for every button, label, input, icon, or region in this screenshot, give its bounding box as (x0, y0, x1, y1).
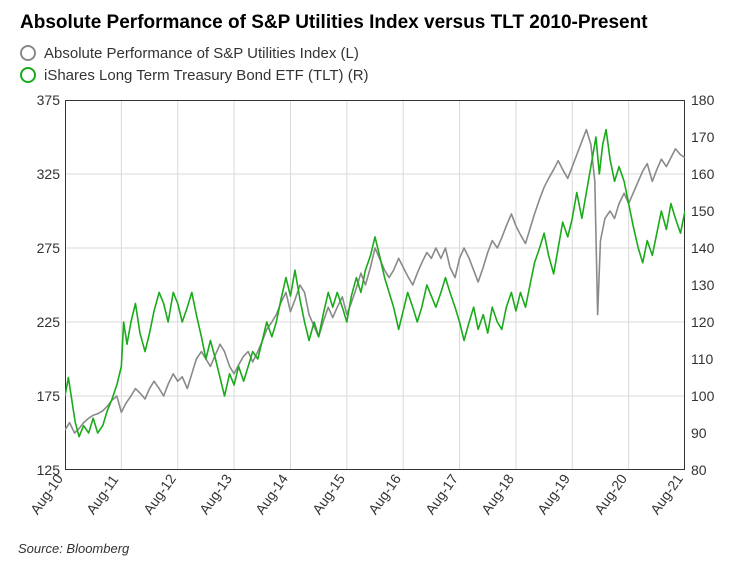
y-right-tick-label: 150 (691, 203, 731, 219)
x-tick-label: Aug-16 (365, 471, 404, 517)
chart-plot-area (65, 100, 685, 470)
y-right-tick-label: 110 (691, 351, 731, 367)
y-left-tick-label: 375 (20, 92, 60, 108)
y-right-tick-label: 90 (691, 425, 731, 441)
x-tick-label: Aug-15 (309, 471, 348, 517)
x-tick-label: Aug-13 (196, 471, 235, 517)
legend-item-sp-utilities: Absolute Performance of S&P Utilities In… (20, 42, 369, 64)
x-tick-label: Aug-14 (252, 471, 291, 517)
chart-title: Absolute Performance of S&P Utilities In… (20, 12, 648, 34)
y-left-tick-label: 325 (20, 166, 60, 182)
y-right-tick-label: 130 (691, 277, 731, 293)
legend-swatch-sp (20, 45, 36, 61)
x-tick-label: Aug-11 (83, 472, 121, 517)
legend-item-tlt: iShares Long Term Treasury Bond ETF (TLT… (20, 64, 369, 86)
legend-label-sp: Absolute Performance of S&P Utilities In… (44, 45, 359, 62)
y-left-tick-label: 225 (20, 314, 60, 330)
legend-label-tlt: iShares Long Term Treasury Bond ETF (TLT… (44, 67, 369, 84)
x-tick-label: Aug-18 (478, 471, 517, 517)
x-tick-label: Aug-20 (591, 471, 630, 517)
y-right-tick-label: 100 (691, 388, 731, 404)
x-tick-label: Aug-17 (422, 471, 461, 517)
y-right-tick-label: 140 (691, 240, 731, 256)
legend: Absolute Performance of S&P Utilities In… (20, 42, 369, 86)
y-right-tick-label: 180 (691, 92, 731, 108)
x-tick-label: Aug-21 (647, 471, 686, 517)
x-tick-label: Aug-19 (534, 471, 573, 517)
y-right-tick-label: 160 (691, 166, 731, 182)
y-left-tick-label: 175 (20, 388, 60, 404)
y-right-tick-label: 80 (691, 462, 731, 478)
legend-swatch-tlt (20, 67, 36, 83)
y-left-tick-label: 275 (20, 240, 60, 256)
source-attribution: Source: Bloomberg (18, 541, 129, 556)
x-tick-label: Aug-12 (140, 471, 179, 517)
y-right-tick-label: 170 (691, 129, 731, 145)
y-right-tick-label: 120 (691, 314, 731, 330)
